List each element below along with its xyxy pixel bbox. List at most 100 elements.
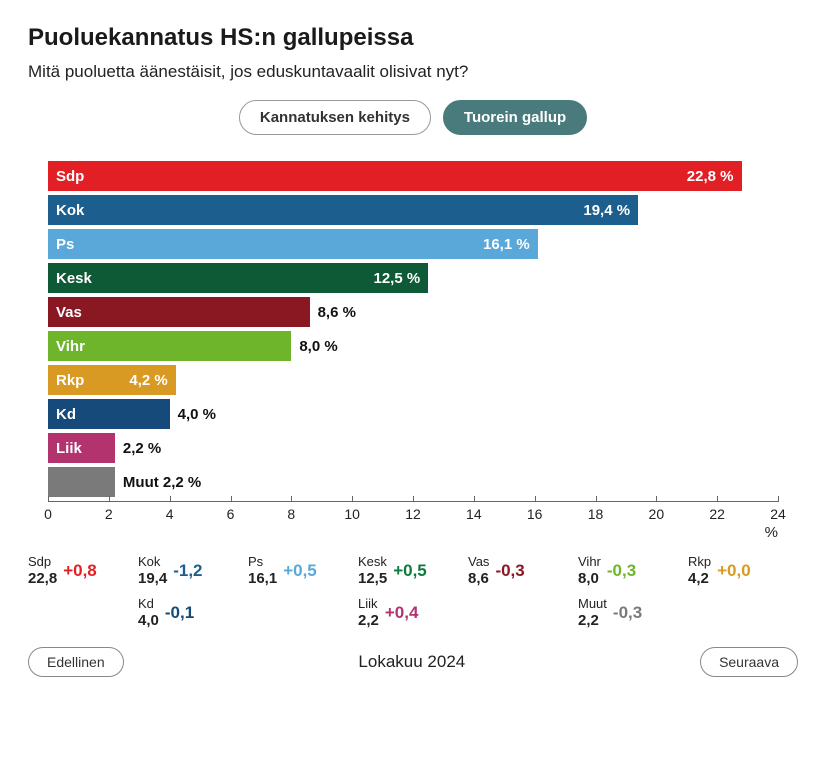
change-item: Vas8,6 -0,3 (468, 555, 578, 587)
change-label: Sdp22,8 (28, 555, 57, 587)
bar-row: Kesk12,5 % (48, 263, 778, 293)
bar-row: Rkp4,2 % (48, 365, 778, 395)
bar-row: Sdp22,8 % (48, 161, 778, 191)
change-delta: -1,2 (173, 561, 202, 581)
bar-value: 22,8 % (48, 161, 742, 191)
next-button[interactable]: Seuraava (700, 647, 798, 677)
bar-row: Liik 2,2 % (48, 433, 778, 463)
bar-value: 16,1 % (48, 229, 538, 259)
bar-value: 2,2 % (123, 433, 161, 463)
change-item (248, 597, 358, 629)
axis-tick-label: 2 (105, 506, 113, 522)
axis-tick-label: 0 (44, 506, 52, 522)
axis-tick (170, 496, 171, 502)
bar-value: 8,0 % (299, 331, 337, 361)
change-label: Kok19,4 (138, 555, 167, 587)
change-item: Liik2,2 +0,4 (358, 597, 468, 629)
x-axis: % 024681012141618202224 (48, 501, 778, 529)
change-delta: +0,0 (717, 561, 751, 581)
bar (48, 467, 115, 497)
axis-unit: % (765, 524, 778, 541)
bar: Vihr (48, 331, 291, 361)
axis-tick-label: 4 (166, 506, 174, 522)
period-label: Lokakuu 2024 (358, 652, 465, 672)
change-delta: +0,5 (283, 561, 317, 581)
axis-tick (291, 496, 292, 502)
change-delta: +0,8 (63, 561, 97, 581)
axis-tick-label: 16 (527, 506, 543, 522)
change-label: Vihr8,0 (578, 555, 601, 587)
bar-row: Muut 2,2 % (48, 467, 778, 497)
change-item (688, 597, 798, 629)
tabs: Kannatuksen kehitys Tuorein gallup (28, 100, 798, 135)
prev-button[interactable]: Edellinen (28, 647, 124, 677)
axis-tick-label: 18 (588, 506, 604, 522)
changes-row: Kd4,0 -0,1 Liik2,2 +0,4 Muut2,2 -0,3 (28, 597, 798, 629)
tab-latest[interactable]: Tuorein gallup (443, 100, 587, 135)
change-item: Vihr8,0 -0,3 (578, 555, 688, 587)
bar-row: Ps16,1 % (48, 229, 778, 259)
bar-value: 8,6 % (318, 297, 356, 327)
axis-tick-label: 20 (649, 506, 665, 522)
changes-table: Sdp22,8+0,8Kok19,4-1,2Ps16,1+0,5Kesk12,5… (28, 555, 798, 629)
axis-tick (474, 496, 475, 502)
axis-tick (48, 496, 49, 502)
change-item: Kok19,4 -1,2 (138, 555, 248, 587)
bar-value: 4,2 % (48, 365, 176, 395)
bar-value: 12,5 % (48, 263, 428, 293)
change-delta: +0,5 (393, 561, 427, 581)
axis-tick-label: 8 (287, 506, 295, 522)
axis-tick (231, 496, 232, 502)
axis-tick (413, 496, 414, 502)
axis-tick-label: 10 (344, 506, 360, 522)
axis-tick-label: 24 (770, 506, 786, 522)
change-item: Ps16,1 +0,5 (248, 555, 358, 587)
page-subtitle: Mitä puoluetta äänestäisit, jos eduskunt… (28, 62, 798, 82)
footer: Edellinen Lokakuu 2024 Seuraava (28, 647, 798, 677)
change-label: Ps16,1 (248, 555, 277, 587)
change-item: Rkp4,2 +0,0 (688, 555, 798, 587)
change-delta: +0,4 (385, 603, 419, 623)
axis-tick (535, 496, 536, 502)
change-item: Kesk12,5 +0,5 (358, 555, 468, 587)
axis-tick (778, 496, 779, 502)
change-label: Kd4,0 (138, 597, 159, 629)
axis-tick-label: 22 (709, 506, 725, 522)
bar-value: Muut 2,2 % (123, 467, 201, 497)
axis-tick-label: 6 (227, 506, 235, 522)
bar-row: Vihr 8,0 % (48, 331, 778, 361)
change-item (468, 597, 578, 629)
axis-tick (109, 496, 110, 502)
axis-tick-label: 14 (466, 506, 482, 522)
axis-tick (717, 496, 718, 502)
change-delta: -0,3 (607, 561, 636, 581)
tab-history[interactable]: Kannatuksen kehitys (239, 100, 431, 135)
change-item (28, 597, 138, 629)
change-label: Liik2,2 (358, 597, 379, 629)
bar-row: Kd 4,0 % (48, 399, 778, 429)
change-delta: -0,3 (495, 561, 524, 581)
axis-tick (352, 496, 353, 502)
change-label: Kesk12,5 (358, 555, 387, 587)
change-label: Rkp4,2 (688, 555, 711, 587)
bar-chart: Sdp22,8 % Kok19,4 % Ps16,1 % Kesk12,5 % Vas 8… (48, 161, 778, 497)
bar: Kd (48, 399, 170, 429)
change-item: Sdp22,8 +0,8 (28, 555, 138, 587)
bar: Vas (48, 297, 310, 327)
axis-tick-label: 12 (405, 506, 421, 522)
change-delta: -0,3 (613, 603, 642, 623)
change-label: Muut2,2 (578, 597, 607, 629)
change-label: Vas8,6 (468, 555, 489, 587)
change-item: Kd4,0 -0,1 (138, 597, 248, 629)
changes-row: Sdp22,8+0,8Kok19,4-1,2Ps16,1+0,5Kesk12,5… (28, 555, 798, 587)
bar-row: Kok19,4 % (48, 195, 778, 225)
bar-value: 19,4 % (48, 195, 638, 225)
bar-value: 4,0 % (178, 399, 216, 429)
bar: Liik (48, 433, 115, 463)
axis-tick (656, 496, 657, 502)
bar-row: Vas 8,6 % (48, 297, 778, 327)
change-item: Muut2,2 -0,3 (578, 597, 688, 629)
axis-tick (596, 496, 597, 502)
page-title: Puoluekannatus HS:n gallupeissa (28, 24, 798, 52)
change-delta: -0,1 (165, 603, 194, 623)
